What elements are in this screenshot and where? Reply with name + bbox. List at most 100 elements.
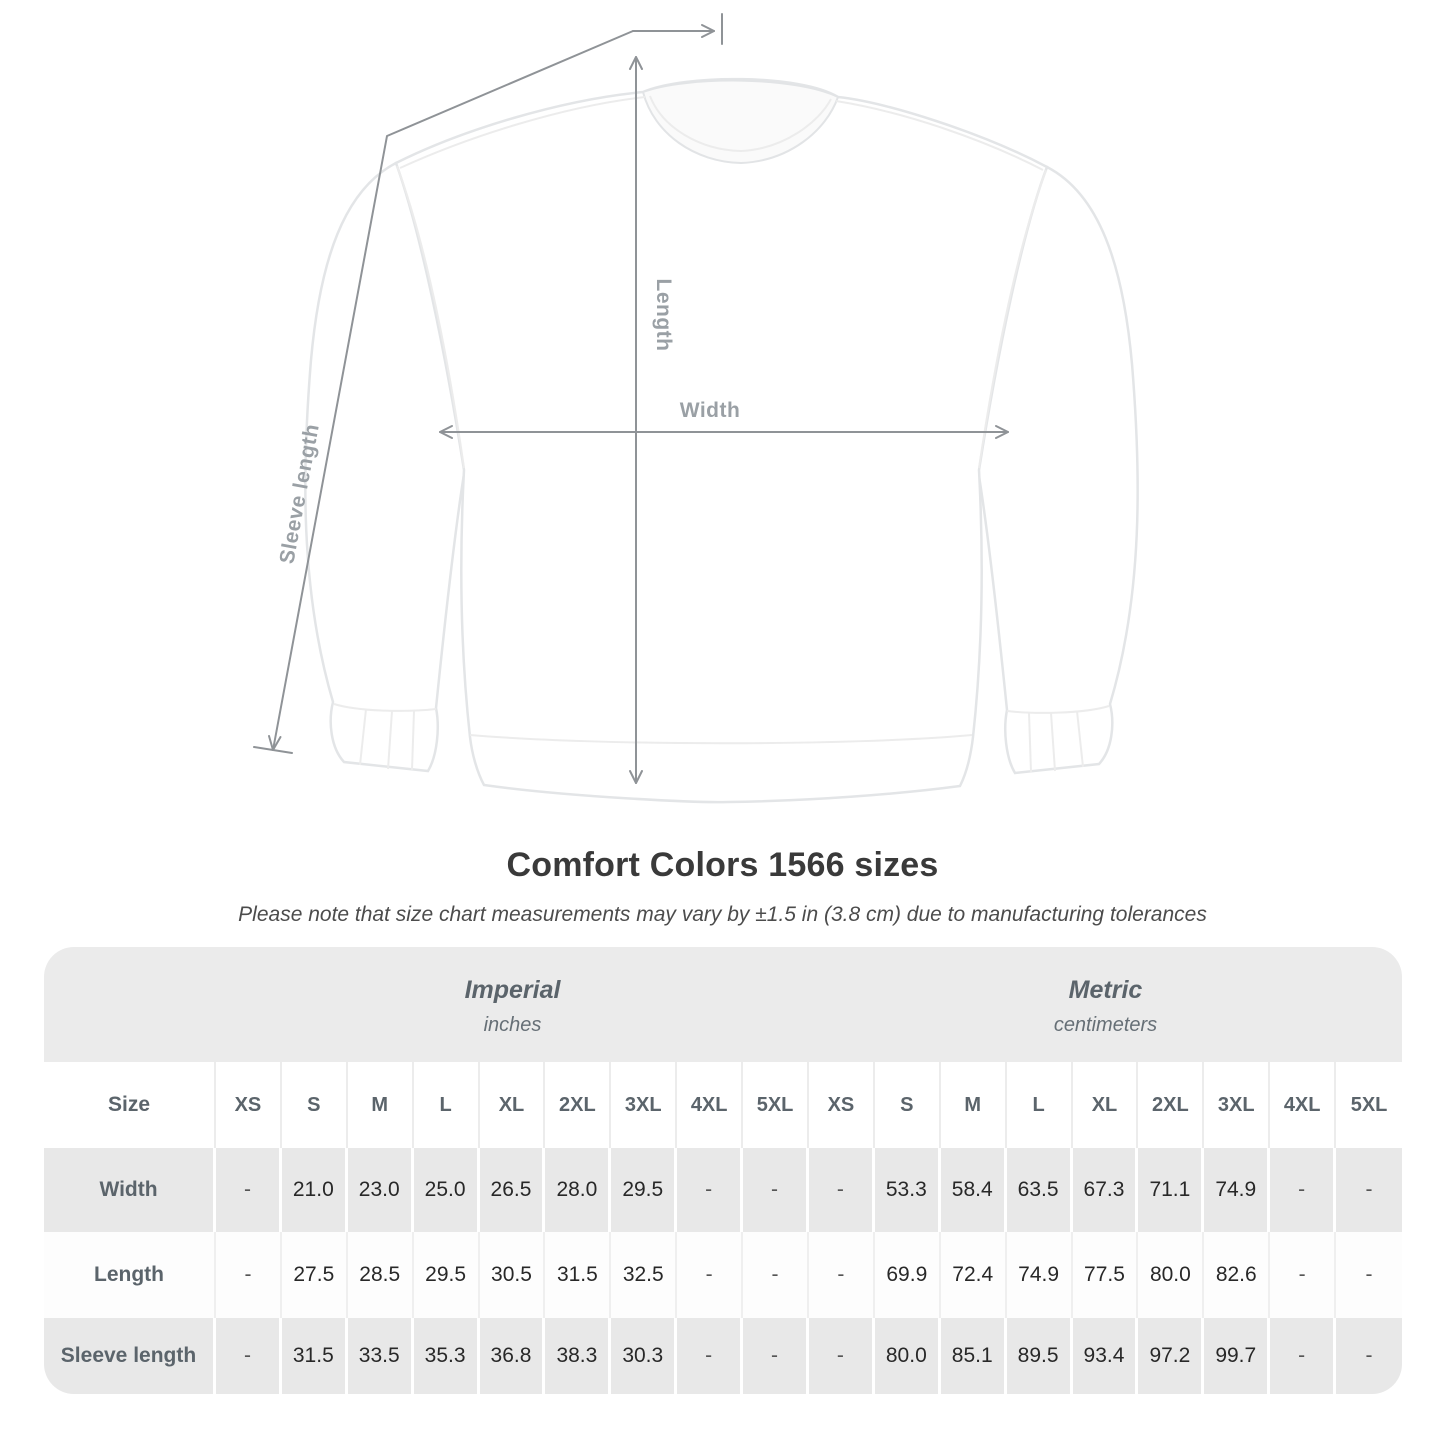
value-cell: 30.3 <box>611 1318 678 1394</box>
hem-band-seam <box>469 734 973 745</box>
page-title: Comfort Colors 1566 sizes <box>506 846 939 884</box>
width-measure <box>439 425 1009 439</box>
value-cell: 67.3 <box>1072 1148 1139 1232</box>
value-cell: - <box>1336 1318 1402 1394</box>
size-col-header: XS <box>216 1062 282 1148</box>
value-cell: 74.9 <box>1006 1232 1073 1318</box>
left-cuff-seam <box>333 703 437 712</box>
size-col-header: 5XL <box>743 1062 809 1148</box>
value-cell: 89.5 <box>1006 1318 1073 1394</box>
value-cell: 97.2 <box>1138 1318 1205 1394</box>
sweatshirt-diagram: Sleeve length Length Width <box>253 13 1139 804</box>
value-cell: 25.0 <box>413 1148 480 1232</box>
value-cell: - <box>743 1232 809 1318</box>
value-cell: 74.9 <box>1204 1148 1271 1232</box>
size-col-header: 5XL <box>1336 1062 1402 1148</box>
value-cell: 28.5 <box>347 1232 414 1318</box>
size-col-header: L <box>1006 1062 1073 1148</box>
right-cuff-ribs <box>1028 710 1084 773</box>
collar-rib-line <box>649 95 832 153</box>
value-cell: - <box>216 1318 282 1394</box>
value-cell: 28.0 <box>545 1148 612 1232</box>
value-cell: 31.5 <box>281 1318 348 1394</box>
value-cell: 36.8 <box>479 1318 546 1394</box>
right-shoulder-seam <box>835 100 1044 171</box>
value-cell: - <box>1336 1148 1402 1232</box>
table-row-width: Width -21.0 23.0 25.0 26.5 28.0 29.5- - -53.3 58.… <box>44 1148 1402 1232</box>
value-cell: - <box>808 1148 875 1232</box>
value-cell: 29.5 <box>611 1148 678 1232</box>
value-cell: 53.3 <box>874 1148 941 1232</box>
units-group-imperial: Imperial inches <box>216 947 809 1062</box>
value-cell: - <box>743 1318 809 1394</box>
sleeve-length-measure <box>253 13 723 754</box>
right-armhole-seam <box>978 169 1047 469</box>
value-cell: - <box>216 1232 282 1318</box>
value-cell: 38.3 <box>545 1318 612 1394</box>
value-cell: 30.5 <box>479 1232 546 1318</box>
value-cell: 23.0 <box>347 1148 414 1232</box>
sweatshirt-body <box>394 77 1049 804</box>
value-cell: 82.6 <box>1204 1232 1271 1318</box>
width-label: Width <box>680 399 741 422</box>
sweatshirt-collar <box>641 79 840 165</box>
value-cell: - <box>216 1148 282 1232</box>
size-col-header: M <box>940 1062 1007 1148</box>
size-col-header: 2XL <box>545 1062 612 1148</box>
size-col-header: 4XL <box>1270 1062 1337 1148</box>
page-subtitle: Please note that size chart measurements… <box>238 903 1207 926</box>
value-cell: 72.4 <box>940 1232 1007 1318</box>
value-cell: 31.5 <box>545 1232 612 1318</box>
value-cell: - <box>808 1318 875 1394</box>
value-cell: 77.5 <box>1072 1232 1139 1318</box>
right-cuff-seam <box>1006 705 1110 714</box>
table-row-sleeve-length: Sleeve length -31.5 33.5 35.3 36.8 38.3 30.3- -… <box>44 1318 1402 1394</box>
value-cell: 71.1 <box>1138 1148 1205 1232</box>
left-armhole-seam <box>396 165 465 469</box>
value-cell: 29.5 <box>413 1232 480 1318</box>
value-cell: 32.5 <box>611 1232 678 1318</box>
metric-unit: centimeters <box>1053 1014 1158 1036</box>
value-cell: 85.1 <box>940 1318 1007 1394</box>
table-header-row: Size XS S M L XL 2XL 3XL 4XL 5XL XS S M L XL 2XL 3XL 4XL… <box>44 1062 1402 1148</box>
value-cell: 80.0 <box>1138 1232 1205 1318</box>
size-col-header: XL <box>1072 1062 1139 1148</box>
imperial-label: Imperial <box>464 976 561 1004</box>
value-cell: - <box>677 1232 744 1318</box>
imperial-unit: inches <box>483 1014 542 1036</box>
value-cell: 80.0 <box>874 1318 941 1394</box>
value-cell: 69.9 <box>874 1232 941 1318</box>
value-cell: - <box>743 1148 809 1232</box>
value-cell: 35.3 <box>413 1318 480 1394</box>
units-group-metric: Metric centimeters <box>809 947 1402 1062</box>
value-cell: - <box>1270 1232 1337 1318</box>
value-cell: - <box>1270 1318 1337 1394</box>
size-header-cell: Size <box>44 1062 216 1148</box>
units-band: Imperial inches Metric centimeters <box>44 947 1402 1062</box>
value-cell: 99.7 <box>1204 1318 1271 1394</box>
value-cell: 63.5 <box>1006 1148 1073 1232</box>
value-cell: 93.4 <box>1072 1318 1139 1394</box>
size-col-header: S <box>874 1062 941 1148</box>
size-col-header: 3XL <box>611 1062 678 1148</box>
size-col-header: 4XL <box>677 1062 744 1148</box>
row-label: Sleeve length <box>44 1318 216 1394</box>
value-cell: - <box>677 1318 744 1394</box>
length-measure <box>629 56 643 784</box>
length-label: Length <box>652 279 675 352</box>
value-cell: - <box>808 1232 875 1318</box>
value-cell: 58.4 <box>940 1148 1007 1232</box>
size-col-header: L <box>413 1062 480 1148</box>
size-col-header: XL <box>479 1062 546 1148</box>
table-rows: Width -21.0 23.0 25.0 26.5 28.0 29.5- - -53.3 58.… <box>44 1148 1402 1394</box>
value-cell: 26.5 <box>479 1148 546 1232</box>
left-shoulder-seam <box>399 96 646 169</box>
size-col-header: 2XL <box>1138 1062 1205 1148</box>
size-col-header: 3XL <box>1204 1062 1271 1148</box>
row-label: Length <box>44 1232 216 1318</box>
size-col-header: M <box>347 1062 414 1148</box>
value-cell: 27.5 <box>281 1232 348 1318</box>
row-label: Width <box>44 1148 216 1232</box>
value-cell: - <box>677 1148 744 1232</box>
